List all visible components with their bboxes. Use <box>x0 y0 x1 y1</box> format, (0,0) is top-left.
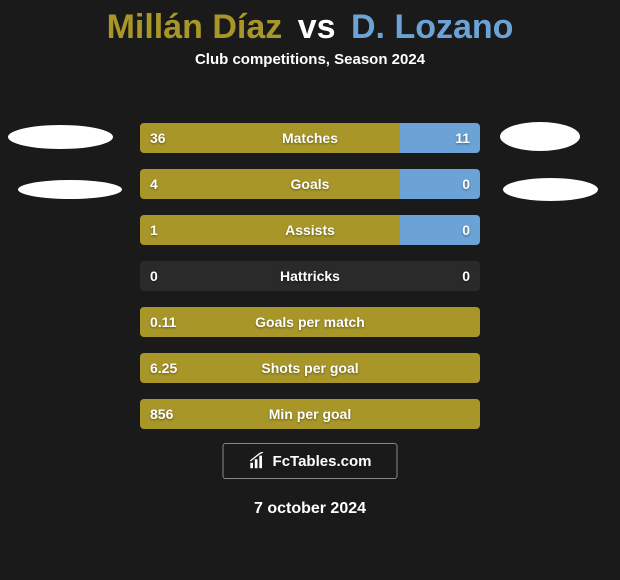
player2-name: D. Lozano <box>351 8 513 46</box>
stat-value-left: 0.11 <box>150 314 176 330</box>
brand-badge: FcTables.com <box>223 443 398 479</box>
stat-row: 1 Assists 0 <box>140 215 480 245</box>
stat-label: Assists <box>285 222 335 238</box>
stat-row: 4 Goals 0 <box>140 169 480 199</box>
brand-icon <box>249 452 267 470</box>
stat-value-left: 1 <box>150 222 158 238</box>
stat-label: Goals per match <box>255 314 365 330</box>
stat-row: 856 Min per goal <box>140 399 480 429</box>
stat-value-left: 4 <box>150 176 158 192</box>
stat-bar-left <box>140 169 400 199</box>
stat-bar-left <box>140 215 400 245</box>
stat-value-left: 6.25 <box>150 360 177 376</box>
stat-row: 0.11 Goals per match <box>140 307 480 337</box>
stat-label: Min per goal <box>269 406 351 422</box>
decorative-ellipse <box>503 178 598 201</box>
decorative-ellipse <box>500 122 580 151</box>
stat-value-right: 11 <box>455 130 470 146</box>
stat-value-left: 856 <box>150 406 173 422</box>
stat-bar-left <box>140 123 400 153</box>
brand-text: FcTables.com <box>273 453 372 470</box>
stat-row: 36 Matches 11 <box>140 123 480 153</box>
stat-value-left: 36 <box>150 130 166 146</box>
decorative-ellipse <box>18 180 122 199</box>
comparison-title: Millán Díaz vs D. Lozano <box>0 0 620 51</box>
stat-value-right: 0 <box>462 176 470 192</box>
stat-label: Shots per goal <box>261 360 358 376</box>
stat-row: 6.25 Shots per goal <box>140 353 480 383</box>
vs-text: vs <box>298 8 336 46</box>
stat-row: 0 Hattricks 0 <box>140 261 480 291</box>
stat-label: Goals <box>291 176 330 192</box>
stat-label: Matches <box>282 130 338 146</box>
stats-container: 36 Matches 11 4 Goals 0 1 Assists 0 0 Hattricks 0 0.… <box>140 123 480 445</box>
stat-label: Hattricks <box>280 268 340 284</box>
stat-value-left: 0 <box>150 268 158 284</box>
stat-value-right: 0 <box>462 222 470 238</box>
stat-value-right: 0 <box>462 268 470 284</box>
subtitle: Club competitions, Season 2024 <box>0 51 620 68</box>
footer-date: 7 october 2024 <box>254 500 366 518</box>
decorative-ellipse <box>8 125 113 149</box>
player1-name: Millán Díaz <box>107 8 283 46</box>
